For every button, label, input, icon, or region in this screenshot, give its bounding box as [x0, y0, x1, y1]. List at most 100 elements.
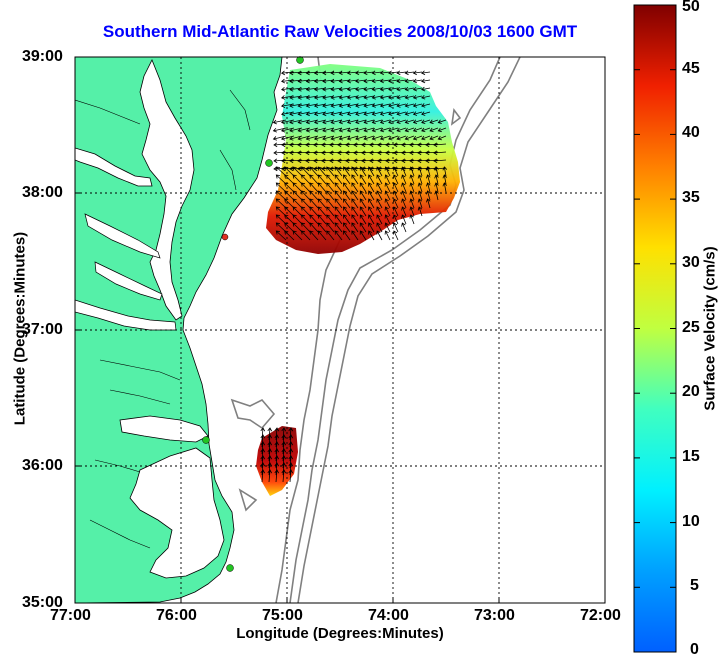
velocity-arrow [368, 206, 375, 217]
velocity-arrow [371, 111, 383, 116]
velocity-arrow [404, 95, 415, 100]
velocity-arrow [425, 182, 431, 193]
velocity-arrow [433, 158, 447, 164]
velocity-arrow [326, 214, 335, 225]
velocity-arrow [289, 166, 303, 172]
velocity-arrow [355, 70, 367, 76]
velocity-arrow [326, 198, 335, 209]
velocity-arrow [267, 427, 273, 441]
velocity-arrow [353, 158, 367, 164]
velocity-arrow [434, 166, 439, 177]
velocity-arrow [359, 198, 367, 209]
velocity-arrow [434, 174, 439, 185]
velocity-arrow [437, 119, 447, 124]
velocity-arrow [321, 142, 335, 148]
velocity-arrow [363, 78, 375, 84]
site-marker [296, 56, 304, 64]
velocity-arrow [313, 127, 327, 133]
velocity-arrow [284, 174, 295, 185]
velocity-arrow [388, 103, 399, 108]
velocity-arrow [401, 222, 407, 233]
velocity-arrow [292, 166, 303, 177]
velocity-arrow [393, 158, 407, 164]
velocity-arrow [334, 166, 343, 177]
velocity-arrow [421, 119, 431, 124]
velocity-arrow [376, 214, 383, 225]
velocity-arrow [260, 441, 266, 455]
velocity-arrow [326, 222, 335, 233]
velocity-arrow [309, 182, 319, 193]
velocity-arrow [376, 166, 383, 177]
velocity-arrow [281, 70, 295, 76]
velocity-arrow [379, 103, 391, 108]
velocity-arrow [355, 127, 367, 133]
velocity-arrow [379, 78, 391, 84]
velocity-arrow [409, 142, 423, 148]
velocity-arrow [425, 150, 439, 156]
velocity-arrow [334, 222, 343, 233]
x-tick-label: 72:00 [580, 607, 621, 624]
velocity-arrow [275, 222, 287, 233]
velocity-arrow [363, 135, 375, 141]
velocity-arrow [288, 427, 294, 441]
velocity-arrow [379, 70, 391, 76]
velocity-arrow [309, 222, 319, 233]
velocity-arrow [371, 95, 383, 100]
velocity-arrow [371, 86, 383, 92]
york-river [94, 261, 163, 301]
velocity-arrow [346, 119, 359, 125]
velocity-arrow [330, 111, 343, 117]
velocity-arrow [292, 222, 303, 233]
velocity-arrow [368, 174, 375, 185]
velocity-arrow [401, 198, 407, 209]
velocity-arrow [292, 182, 303, 193]
velocity-arrow [292, 214, 303, 225]
velocity-arrow [338, 103, 351, 108]
velocity-arrow [346, 78, 359, 84]
velocity-arrow [337, 142, 351, 148]
velocity-arrow [317, 166, 327, 177]
velocity-arrow [417, 190, 423, 201]
velocity-arrow [275, 214, 287, 225]
velocity-arrow [317, 206, 327, 217]
velocity-arrow [425, 158, 439, 164]
velocity-arrow [322, 119, 335, 125]
y-tick-label: 35:00 [22, 594, 63, 611]
velocity-arrow [385, 158, 399, 164]
colorbar-tick-label: 5 [690, 577, 699, 595]
velocity-arrow [309, 214, 319, 225]
velocity-arrow [267, 448, 273, 462]
velocity-arrow [317, 222, 327, 233]
velocity-arrow [384, 174, 391, 185]
velocity-arrow [301, 198, 311, 209]
y-tick-label: 38:00 [22, 184, 63, 201]
velocity-arrow [361, 150, 375, 156]
lat-lon-grid [75, 57, 605, 603]
velocity-arrow [260, 427, 266, 441]
velocity-arrow [322, 127, 335, 133]
velocity-arrow [313, 135, 327, 141]
velocity-arrow [412, 70, 423, 76]
velocity-arrow [401, 142, 415, 148]
velocity-arrow [345, 158, 359, 164]
velocity-arrow [345, 150, 359, 156]
velocity-arrow [317, 198, 327, 209]
velocity-arrow [317, 190, 327, 201]
velocity-arrow [321, 150, 335, 156]
velocity-arrow [409, 214, 415, 225]
velocity-arrow [417, 182, 423, 193]
velocity-arrow [355, 135, 367, 141]
velocity-arrow [351, 222, 359, 233]
colorbar-tick-label: 15 [682, 447, 700, 465]
velocity-arrow [425, 166, 431, 177]
velocity-arrow [267, 455, 273, 469]
velocity-arrow [392, 214, 399, 225]
velocity-arrow [322, 135, 335, 141]
velocity-arrow [301, 222, 311, 233]
velocity-arrow [355, 119, 367, 125]
velocity-arrow [281, 469, 287, 483]
velocity-arrow [313, 158, 327, 164]
velocity-arrow [260, 469, 266, 483]
velocity-arrow [330, 127, 343, 133]
velocity-arrow [334, 214, 343, 225]
